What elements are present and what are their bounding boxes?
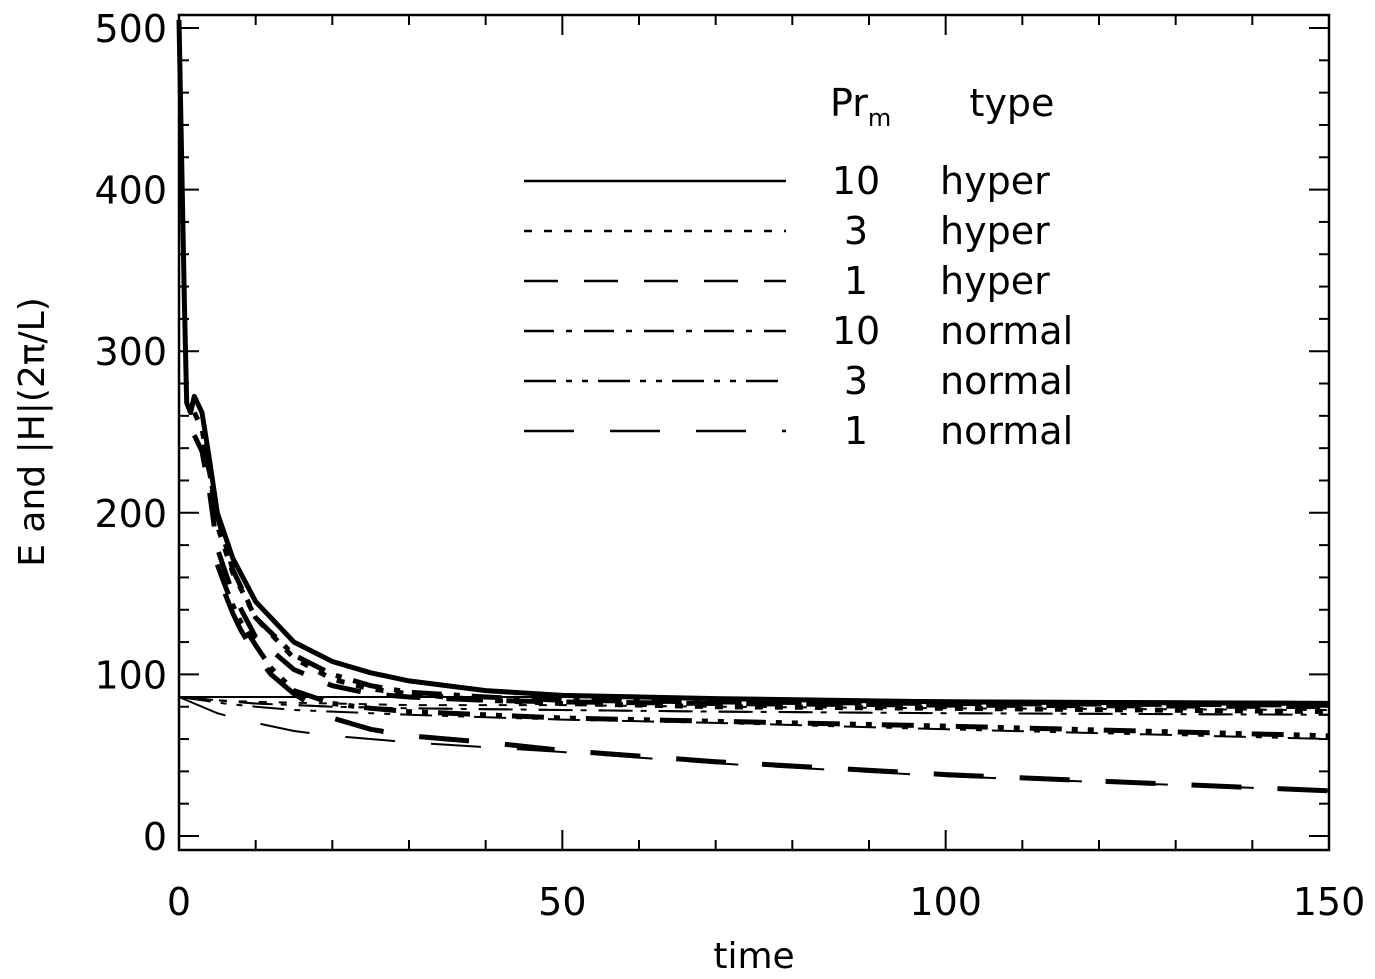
legend-pr-value: 1 — [844, 409, 868, 453]
series-line-energy-long-dash — [222, 592, 1330, 794]
y-tick-label: 400 — [94, 169, 167, 213]
legend-header-pr-main: Pr — [830, 81, 868, 125]
y-tick-label: 0 — [143, 815, 167, 859]
series-line-energy-dotted — [192, 411, 1330, 715]
series-line-energy-dash-dot — [199, 444, 1330, 708]
y-tick-label: 300 — [94, 330, 167, 374]
legend: Prm type 10 hyper 3 hyper 1 hyper 10 normal 3 nor… — [524, 81, 1073, 453]
y-axis-label: E and |H|(2π/L) — [12, 297, 53, 567]
series-line-energy-dashed — [192, 434, 1330, 710]
legend-entries: 10 hyper 3 hyper 1 hyper 10 normal 3 normal 1 norma… — [524, 159, 1073, 453]
legend-header-pr-sub: m — [868, 104, 891, 132]
legend-type-value: hyper — [940, 259, 1050, 303]
y-tick-label: 100 — [94, 653, 167, 697]
x-tick-label: 100 — [909, 880, 982, 924]
y-tick-label: 200 — [94, 492, 167, 536]
plot-frame — [177, 13, 1331, 852]
legend-header-type: type — [970, 81, 1055, 125]
series-lines — [176, 19, 1330, 794]
legend-header-pr: Prm — [830, 81, 891, 132]
legend-type-value: normal — [940, 359, 1073, 403]
series-line-helicity-solid — [179, 696, 1330, 703]
y-tick-label: 500 — [94, 7, 167, 51]
legend-type-value: hyper — [940, 209, 1050, 253]
legend-pr-value: 1 — [844, 259, 868, 303]
legend-pr-value: 10 — [832, 159, 880, 203]
x-tick-label: 150 — [1293, 880, 1366, 924]
x-tick-label: 0 — [167, 880, 191, 924]
legend-pr-value: 3 — [844, 209, 868, 253]
series-line-helicity-dash-dot — [178, 696, 1330, 716]
x-axis-label: time — [713, 936, 794, 977]
x-axis-ticks: 0 50 100 150 — [167, 15, 1365, 924]
y-axis-ticks: 0 100 200 300 400 500 — [94, 7, 1329, 859]
legend-pr-value: 10 — [832, 309, 880, 353]
legend-type-value: normal — [940, 409, 1073, 453]
legend-type-value: normal — [940, 309, 1073, 353]
x-tick-label: 50 — [538, 880, 586, 924]
series-line-helicity-dashed — [178, 696, 1330, 716]
series-line-helicity-dash-dot-dot — [178, 696, 1330, 740]
series-line-energy-solid — [176, 19, 1330, 706]
legend-pr-value: 3 — [844, 359, 868, 403]
legend-type-value: hyper — [940, 159, 1050, 203]
series-line-energy-dash-dot-dot — [214, 563, 1330, 739]
series-line-helicity-long-dash — [178, 696, 1330, 792]
